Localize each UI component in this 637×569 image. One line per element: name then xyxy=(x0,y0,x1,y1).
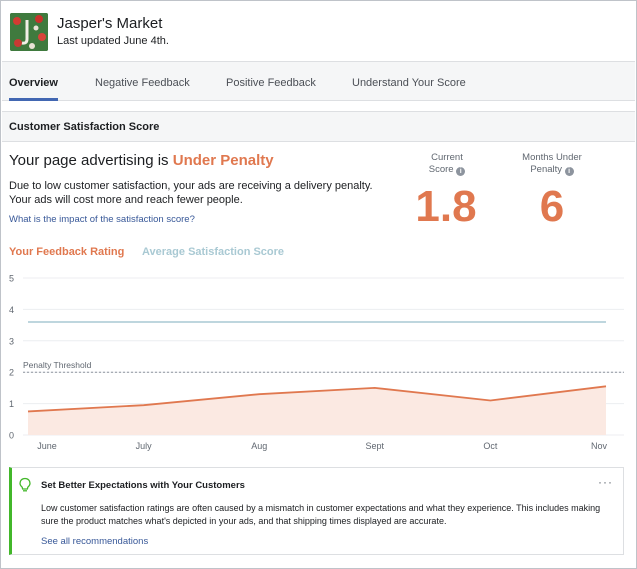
section-title: Customer Satisfaction Score xyxy=(9,121,160,133)
status-prefix: Your page advertising is xyxy=(9,152,169,169)
months-penalty-label: Months Under Penalty i xyxy=(512,152,592,176)
months-penalty-label-line1: Months Under xyxy=(522,152,582,163)
avatar-image xyxy=(10,13,48,51)
feedback-rating-line xyxy=(27,385,607,413)
satisfaction-chart: 0 1 2 3 4 5 Penalty Threshold June July Aug Sept Oc… xyxy=(9,274,624,451)
x-tick-label: July xyxy=(136,441,153,451)
legend-average-score[interactable]: Average Satisfaction Score xyxy=(142,246,285,258)
lightbulb-icon xyxy=(19,477,31,492)
section-header: Customer Satisfaction Score xyxy=(2,111,635,142)
y-tick-label: 5 xyxy=(9,274,14,284)
avatar[interactable] xyxy=(10,13,48,51)
tab-negative-feedback[interactable]: Negative Feedback xyxy=(95,77,190,89)
y-tick-label: 2 xyxy=(9,368,14,378)
more-options-icon[interactable]: ··· xyxy=(598,475,613,489)
tab-understand-score[interactable]: Understand Your Score xyxy=(352,77,466,89)
x-tick-label: June xyxy=(37,441,57,451)
months-penalty-value: 6 xyxy=(539,182,565,231)
tab-bar: Overview Negative Feedback Positive Feed… xyxy=(2,61,635,101)
last-updated: Last updated June 4th. xyxy=(57,35,169,47)
info-icon[interactable]: i xyxy=(456,167,466,176)
current-score-label-line2: Score xyxy=(428,164,454,175)
months-penalty-label-line2: Penalty xyxy=(530,164,563,175)
x-tick-label: Sept xyxy=(366,441,385,451)
y-tick-label: 0 xyxy=(9,431,14,441)
legend-feedback-rating[interactable]: Your Feedback Rating xyxy=(9,246,125,258)
recommendation-card: Set Better Expectations with Your Custom… xyxy=(9,467,624,555)
y-tick-label: 1 xyxy=(9,399,14,409)
y-tick-label: 3 xyxy=(9,336,14,346)
status-label: Under Penalty xyxy=(172,152,274,169)
tab-overview[interactable]: Overview xyxy=(9,62,58,101)
recommendation-body: Low customer satisfaction ratings are of… xyxy=(41,503,601,526)
impact-link[interactable]: What is the impact of the satisfaction s… xyxy=(9,214,195,225)
current-score-label-line1: Current xyxy=(431,152,463,163)
page-name[interactable]: Jasper's Market xyxy=(57,15,163,32)
tab-positive-feedback[interactable]: Positive Feedback xyxy=(226,77,316,89)
penalty-threshold-label: Penalty Threshold xyxy=(23,360,92,370)
info-icon[interactable]: i xyxy=(564,167,574,176)
x-tick-label: Aug xyxy=(251,441,267,451)
feedback-rating-area xyxy=(28,386,606,435)
current-score-value: 1.8 xyxy=(415,182,477,231)
recommendation-title: Set Better Expectations with Your Custom… xyxy=(41,480,245,491)
x-tick-label: Nov xyxy=(591,441,608,451)
see-all-recommendations-link[interactable]: See all recommendations xyxy=(41,536,149,547)
current-score-label: Current Score i xyxy=(419,152,475,176)
status-description: Due to low customer satisfaction, your a… xyxy=(9,180,373,206)
x-tick-label: Oct xyxy=(483,441,498,451)
y-tick-label: 4 xyxy=(9,305,14,315)
page-header: Jasper's Market Last updated June 4th. xyxy=(2,2,635,60)
status-headline: Your page advertising is Under Penalty xyxy=(9,152,274,169)
